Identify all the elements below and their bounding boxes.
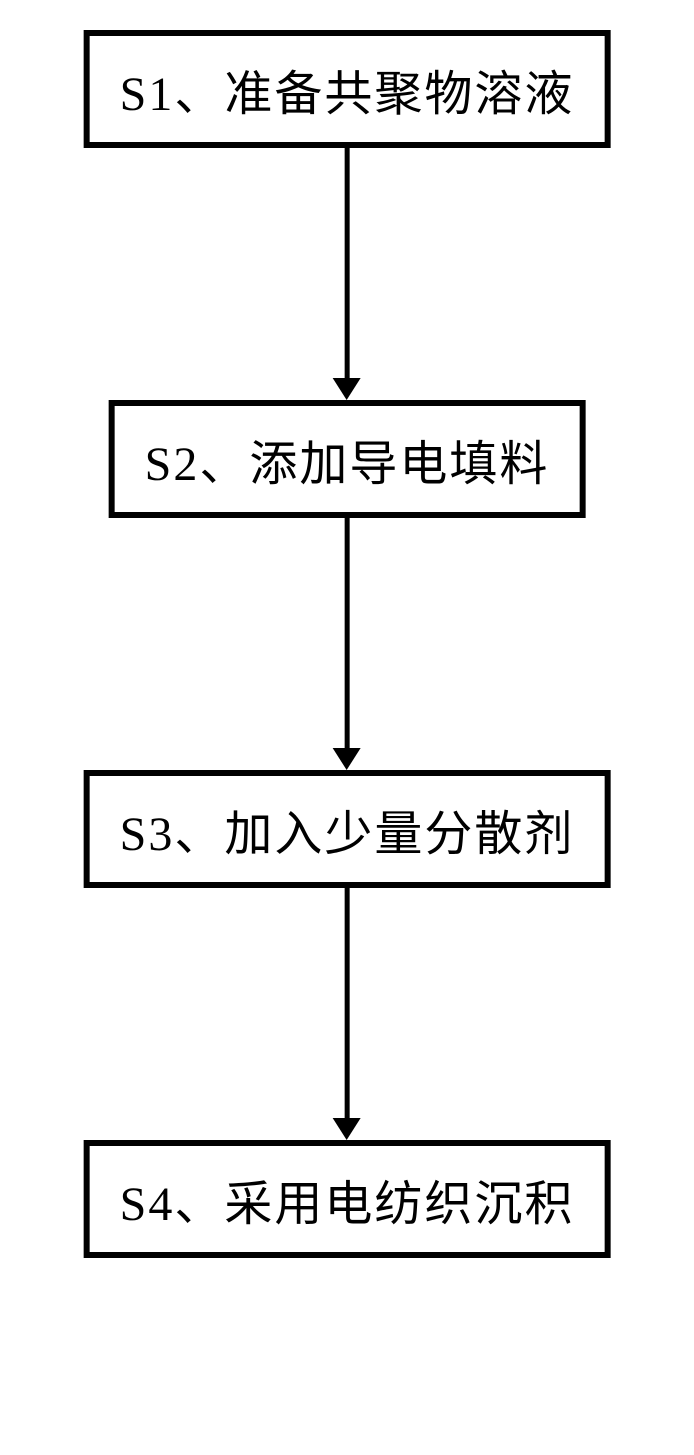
arrow-line <box>344 888 349 1118</box>
step-label: S3、加入少量分散剂 <box>120 808 575 861</box>
arrow-head-icon <box>333 1118 361 1140</box>
step-box-s3: S3、加入少量分散剂 <box>84 770 611 888</box>
step-box-s4: S4、采用电纺织沉积 <box>84 1140 611 1258</box>
arrow-s3-s4 <box>333 888 361 1140</box>
arrow-head-icon <box>333 748 361 770</box>
step-box-s2: S2、添加导电填料 <box>109 400 586 518</box>
flowchart-container: S1、准备共聚物溶液 S2、添加导电填料 S3、加入少量分散剂 S4、采用电纺织… <box>84 30 611 1258</box>
arrow-head-icon <box>333 378 361 400</box>
arrow-line <box>344 148 349 378</box>
arrow-line <box>344 518 349 748</box>
step-label: S4、采用电纺织沉积 <box>120 1178 575 1231</box>
step-box-s1: S1、准备共聚物溶液 <box>84 30 611 148</box>
step-label: S1、准备共聚物溶液 <box>120 68 575 121</box>
step-label: S2、添加导电填料 <box>145 438 550 491</box>
arrow-s2-s3 <box>333 518 361 770</box>
arrow-s1-s2 <box>333 148 361 400</box>
